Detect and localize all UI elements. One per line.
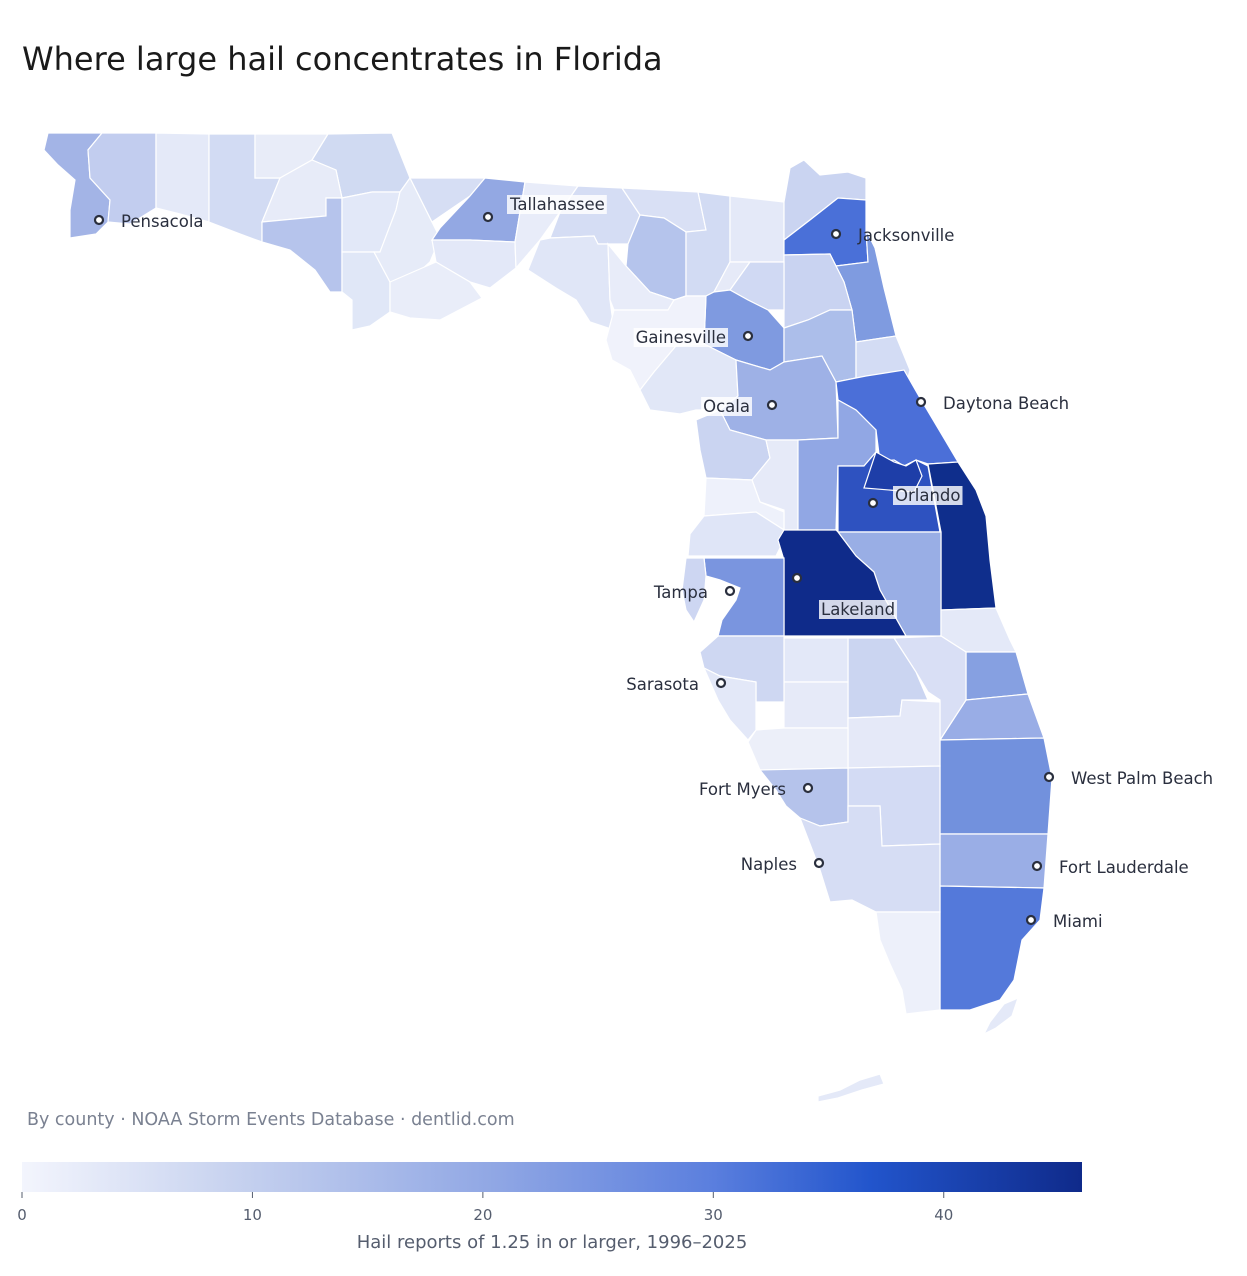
city-marker-tallahassee[interactable]: Tallahassee xyxy=(482,195,607,223)
city-label-sarasota: Sarasota xyxy=(626,675,699,694)
color-scale-tick-label: 10 xyxy=(243,1206,262,1224)
city-label-background xyxy=(701,397,752,416)
county-layer xyxy=(43,132,1053,1103)
city-marker-tampa[interactable]: Tampa xyxy=(653,583,736,602)
color-scale-bar xyxy=(22,1162,1082,1192)
city-dot-naples xyxy=(813,857,825,869)
city-marker-fort-myers[interactable]: Fort Myers xyxy=(699,780,814,799)
florida-county-map: Pensacola Tallahassee Jacksonville Gainesvi… xyxy=(43,132,1213,1103)
city-marker-west-palm-beach[interactable]: West Palm Beach xyxy=(1043,769,1213,788)
city-marker-daytona-beach[interactable]: Daytona Beach xyxy=(915,394,1069,413)
city-label-orlando: Orlando xyxy=(895,486,961,505)
county[interactable] xyxy=(939,885,1045,1011)
color-scale-tick-label: 30 xyxy=(704,1206,723,1224)
county[interactable] xyxy=(982,996,1019,1036)
county[interactable] xyxy=(389,261,483,321)
county[interactable] xyxy=(798,805,941,913)
color-scale-title: Hail reports of 1.25 in or larger, 1996–… xyxy=(357,1232,748,1253)
county[interactable] xyxy=(687,511,785,557)
city-dot-tampa xyxy=(724,585,736,597)
city-label-background xyxy=(633,328,728,347)
color-scale-tick-label: 0 xyxy=(17,1206,27,1224)
city-dot-daytona-beach xyxy=(915,396,927,408)
county[interactable] xyxy=(527,235,615,331)
county[interactable] xyxy=(155,132,210,223)
city-label-pensacola: Pensacola xyxy=(121,212,204,231)
city-label-daytona-beach: Daytona Beach xyxy=(943,394,1069,413)
county[interactable] xyxy=(703,557,785,637)
county[interactable] xyxy=(939,833,1049,889)
city-dot-ocala xyxy=(766,399,778,411)
county[interactable] xyxy=(747,727,849,771)
city-label-background xyxy=(507,195,607,214)
city-marker-miami[interactable]: Miami xyxy=(1025,912,1103,931)
city-dot-gainesville xyxy=(742,330,754,342)
county[interactable] xyxy=(681,557,707,624)
county[interactable] xyxy=(783,681,849,729)
city-dot-miami xyxy=(1025,914,1037,926)
city-dot-fort-myers xyxy=(802,782,814,794)
city-label-background xyxy=(893,486,963,505)
city-dot-jacksonville xyxy=(830,228,842,240)
city-marker-lakeland[interactable]: Lakeland xyxy=(791,572,898,619)
county[interactable] xyxy=(965,651,1029,701)
county[interactable] xyxy=(817,1073,885,1103)
county[interactable] xyxy=(783,637,849,683)
city-marker-sarasota[interactable]: Sarasota xyxy=(626,675,727,694)
color-scale-ticks: 0 10 20 30 40 xyxy=(17,1192,953,1224)
county[interactable] xyxy=(875,911,941,1015)
city-dot-fort-lauderdale xyxy=(1031,860,1043,872)
city-label-gainesville: Gainesville xyxy=(636,328,726,347)
city-marker-layer: Pensacola Tallahassee Jacksonville Gainesvi… xyxy=(93,195,1213,931)
city-label-ocala: Ocala xyxy=(703,397,750,416)
color-scale-tick-label: 20 xyxy=(473,1206,492,1224)
map-title: Where large hail concentrates in Florida xyxy=(22,40,663,78)
city-label-west-palm-beach: West Palm Beach xyxy=(1071,769,1213,788)
city-label-tampa: Tampa xyxy=(653,583,708,602)
city-label-naples: Naples xyxy=(741,855,797,874)
county[interactable] xyxy=(729,195,785,263)
city-marker-gainesville[interactable]: Gainesville xyxy=(633,328,754,347)
city-dot-tallahassee xyxy=(482,211,494,223)
county[interactable] xyxy=(261,197,343,293)
source-caption: By county · NOAA Storm Events Database ·… xyxy=(27,1110,515,1130)
city-marker-fort-lauderdale[interactable]: Fort Lauderdale xyxy=(1031,858,1189,877)
city-dot-sarasota xyxy=(715,677,727,689)
city-marker-pensacola[interactable]: Pensacola xyxy=(93,212,204,231)
city-marker-jacksonville[interactable]: Jacksonville xyxy=(830,226,954,245)
city-dot-pensacola xyxy=(93,214,105,226)
city-marker-ocala[interactable]: Ocala xyxy=(701,397,778,416)
city-label-miami: Miami xyxy=(1053,912,1103,931)
city-label-background xyxy=(819,600,898,619)
city-dot-lakeland xyxy=(791,572,803,584)
city-dot-orlando xyxy=(867,497,879,509)
city-dot-west-palm-beach xyxy=(1043,771,1055,783)
city-label-fort-myers: Fort Myers xyxy=(699,780,786,799)
city-label-jacksonville: Jacksonville xyxy=(857,226,954,245)
city-marker-naples[interactable]: Naples xyxy=(741,855,825,874)
color-scale-legend: 0 10 20 30 40 Hail reports of 1.25 in or lar… xyxy=(17,1162,1082,1253)
county[interactable] xyxy=(939,737,1053,835)
city-label-fort-lauderdale: Fort Lauderdale xyxy=(1059,858,1189,877)
city-label-tallahassee: Tallahassee xyxy=(509,195,605,214)
city-marker-orlando[interactable]: Orlando xyxy=(867,486,963,509)
color-scale-tick-label: 40 xyxy=(934,1206,953,1224)
city-label-lakeland: Lakeland xyxy=(821,600,895,619)
